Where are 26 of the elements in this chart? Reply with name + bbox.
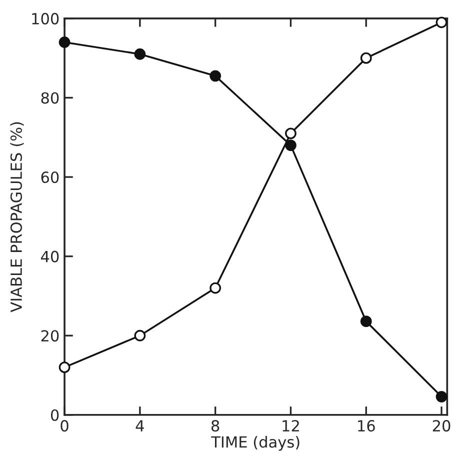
y-tick-label: 40: [40, 250, 59, 262]
x-tick-label: 12: [282, 420, 299, 432]
y-tick-label: 100: [32, 12, 59, 24]
point: [210, 70, 222, 82]
x-tick-label: 4: [136, 420, 144, 432]
point: [285, 140, 296, 152]
point: [285, 128, 296, 140]
point: [210, 282, 222, 294]
point: [436, 390, 448, 402]
x-tick-label: 20: [432, 420, 450, 432]
point: [58, 362, 70, 374]
x-tick-label: 16: [358, 420, 375, 432]
y-tick-label: 80: [41, 92, 59, 104]
x-axis-title: TIME (days): [211, 436, 300, 451]
point: [360, 316, 372, 328]
y-tick-label: 60: [41, 171, 59, 184]
point: [134, 330, 146, 342]
point: [58, 36, 70, 48]
point: [134, 48, 146, 60]
y-axis-title: VIABLE PROPAGULES (%): [10, 122, 24, 312]
x-tick-label: 0: [60, 420, 68, 432]
point: [360, 52, 372, 64]
y-tick-label: 20: [41, 330, 59, 342]
point: [436, 16, 448, 28]
x-tick-label: 8: [212, 420, 220, 432]
y-tick-label: 0: [50, 409, 59, 421]
